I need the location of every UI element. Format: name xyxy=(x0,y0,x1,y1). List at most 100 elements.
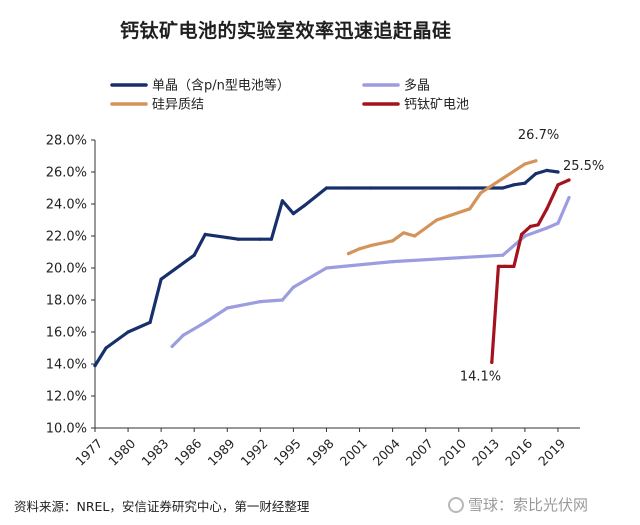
chart-annotations: 26.7% 25.5% 14.1% xyxy=(460,128,604,385)
series-1-point xyxy=(346,186,351,190)
series-3-point xyxy=(435,218,439,222)
series-3-point xyxy=(501,176,505,180)
legend-label: 钙钛矿电池 xyxy=(404,98,469,113)
series-2-point xyxy=(523,234,527,238)
source-note: 资料来源：NREL，安信证券研究中心，第一财经整理 xyxy=(14,499,310,514)
series-1-point xyxy=(159,277,163,281)
legend-label: 单晶（含p/n型电池等） xyxy=(152,78,290,94)
series-line-1 xyxy=(93,168,560,368)
annotation-label: 26.7% xyxy=(518,128,559,143)
series-2-point xyxy=(567,196,571,200)
watermark-text: 雪球：索比光伏网 xyxy=(468,496,589,514)
x-tick-label: 1995 xyxy=(271,436,304,469)
annotation-label: 14.1% xyxy=(460,369,501,384)
series-1-point xyxy=(523,181,527,185)
chart-title: 钙钛矿电池的实验室效率迅速追赶晶硅 xyxy=(120,20,452,42)
series-1-point xyxy=(501,186,505,190)
x-tick-label: 2001 xyxy=(337,436,370,469)
series-1-point xyxy=(302,204,307,208)
chart-series xyxy=(93,159,571,368)
series-1-point xyxy=(192,253,196,257)
series-3-point xyxy=(479,191,483,195)
series-4-point xyxy=(536,223,540,227)
series-2-point xyxy=(170,344,174,348)
series-2-point xyxy=(258,300,262,304)
series-2-point xyxy=(391,260,395,264)
legend-label: 多晶 xyxy=(404,78,430,94)
x-tick-label: 2019 xyxy=(535,436,568,469)
series-1-point xyxy=(545,168,549,172)
series-1-point xyxy=(556,170,560,174)
series-4-point xyxy=(503,264,507,268)
y-tick-label: 10.0% xyxy=(46,422,87,437)
x-tick-label: 1998 xyxy=(304,436,337,469)
x-tick-label: 1986 xyxy=(171,436,204,469)
series-3-point xyxy=(391,239,395,243)
x-tick-label: 1989 xyxy=(204,436,237,469)
series-3-point xyxy=(523,162,527,166)
series-1-point xyxy=(258,237,262,241)
y-tick-label: 26.0% xyxy=(46,166,87,181)
series-2-point xyxy=(545,226,549,230)
y-tick-label: 20.0% xyxy=(46,262,87,277)
series-4-point xyxy=(490,360,494,364)
snowball-logo-icon xyxy=(448,497,464,513)
x-tick-label: 2010 xyxy=(436,436,469,469)
series-2-point xyxy=(556,221,560,225)
chart-axes: 10.0% 12.0% 14.0% 16.0% 18.0% 20.0% 22.0% 24.0%… xyxy=(46,134,580,469)
x-tick-label: 2007 xyxy=(403,436,436,469)
x-tick-label: 2016 xyxy=(502,436,535,469)
y-tick-label: 12.0% xyxy=(46,390,87,405)
x-tick-label: 2004 xyxy=(370,436,403,469)
series-1-point xyxy=(148,320,152,324)
y-tick-label: 24.0% xyxy=(46,198,87,213)
series-4-point xyxy=(519,232,524,236)
series-1-point xyxy=(457,186,461,190)
series-3-point xyxy=(368,244,373,248)
series-2-point xyxy=(181,333,185,337)
series-1-point xyxy=(126,330,130,334)
series-2-point xyxy=(280,298,284,302)
series-3-point xyxy=(468,207,472,211)
series-line-3 xyxy=(346,159,538,256)
annotation-label: 25.5% xyxy=(563,159,604,174)
x-tick-label: 1977 xyxy=(72,436,105,469)
series-4-point xyxy=(496,264,501,268)
series-1-point xyxy=(534,172,538,176)
x-tick-label: 1992 xyxy=(238,436,271,469)
series-1-point xyxy=(93,364,97,368)
series-1-point xyxy=(368,186,373,190)
y-tick-label: 16.0% xyxy=(46,326,87,341)
series-1-point xyxy=(225,236,229,240)
y-tick-label: 28.0% xyxy=(46,134,87,149)
series-2-point xyxy=(291,285,296,289)
series-line-4 xyxy=(490,178,571,364)
series-2-point xyxy=(203,320,207,324)
x-tick-label: 1980 xyxy=(105,436,138,469)
series-1-point xyxy=(324,186,329,190)
series-4-point xyxy=(567,178,571,182)
series-4-point xyxy=(556,183,560,187)
series-3-point xyxy=(402,231,406,235)
x-tick-label: 2013 xyxy=(469,436,502,469)
y-tick-label: 14.0% xyxy=(46,358,87,373)
series-1-point xyxy=(269,237,273,241)
series-4-point xyxy=(545,207,549,211)
x-tick-label: 1983 xyxy=(138,436,171,469)
series-4-point xyxy=(528,224,532,228)
y-tick-label: 22.0% xyxy=(46,230,87,245)
series-2-point xyxy=(501,253,505,257)
legend-label: 硅异质结 xyxy=(152,98,204,113)
series-3-point xyxy=(534,159,538,163)
series-1-point xyxy=(104,346,108,350)
series-2-point xyxy=(225,306,229,310)
series-1-point xyxy=(280,199,284,203)
watermark: 雪球：索比光伏网 xyxy=(448,494,588,515)
series-3-point xyxy=(346,252,351,256)
series-4-point xyxy=(512,264,516,268)
series-line-2 xyxy=(170,196,571,348)
series-1-point xyxy=(512,183,516,187)
series-1-point xyxy=(236,237,240,241)
